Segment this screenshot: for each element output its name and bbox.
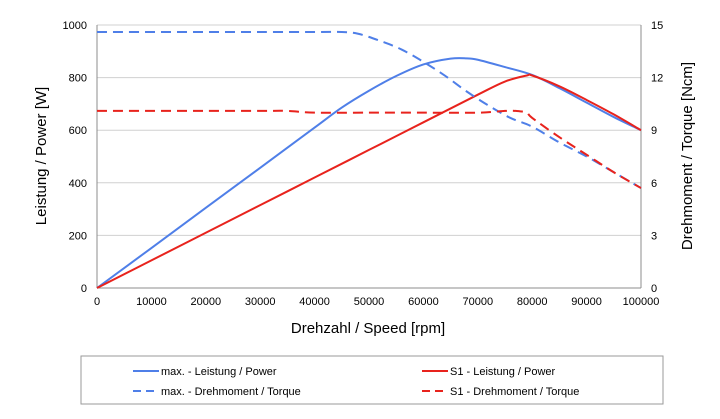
y2-tick-label: 15: [651, 20, 663, 32]
y2-tick-label: 3: [651, 230, 657, 242]
x-tick-label: 40000: [299, 296, 330, 308]
x-tick-label: 70000: [463, 296, 494, 308]
legend-label: max. - Drehmoment / Torque: [161, 386, 301, 398]
x-tick-label: 80000: [517, 296, 548, 308]
series-line-4: [97, 109, 642, 189]
y-tick-label: 800: [69, 73, 87, 85]
y-tick-label: 1000: [63, 20, 87, 32]
x-tick-label: 30000: [245, 296, 276, 308]
legend: max. - Leistung / Power S1 - Leistung / P…: [80, 355, 664, 405]
x-tick-label: 90000: [571, 296, 602, 308]
legend-label: S1 - Leistung / Power: [450, 366, 556, 378]
y-axis-label-left: Leistung / Power [W]: [33, 87, 50, 225]
x-axis-label: Drehzahl / Speed [rpm]: [291, 320, 445, 337]
y2-tick-label: 6: [651, 178, 657, 190]
series-lines: [96, 30, 642, 289]
y-tick-label: 400: [69, 178, 87, 190]
y2-tick-label: 12: [651, 73, 663, 85]
x-tick-label: 100000: [623, 296, 660, 308]
series-line-1: [96, 57, 642, 289]
x-tick-label: 0: [94, 296, 100, 308]
x-tick-label: 10000: [136, 296, 167, 308]
y-tick-label: 600: [69, 125, 87, 137]
legend-label: max. - Leistung / Power: [161, 366, 277, 378]
axes: [96, 25, 642, 289]
y2-tick-label: 0: [651, 283, 657, 295]
legend-box: [80, 355, 664, 405]
series-line-3: [97, 30, 642, 189]
series-line-2: [96, 73, 642, 289]
y-axis-label-right: Drehmoment / Torque [Ncm]: [679, 62, 696, 250]
y-tick-label: 200: [69, 230, 87, 242]
x-tick-label: 20000: [191, 296, 222, 308]
gridlines: [97, 24, 641, 236]
y-tick-label: 0: [81, 283, 87, 295]
x-tick-label: 50000: [354, 296, 385, 308]
legend-label: S1 - Drehmoment / Torque: [450, 386, 579, 398]
x-tick-label: 60000: [408, 296, 439, 308]
y2-tick-label: 9: [651, 125, 657, 137]
